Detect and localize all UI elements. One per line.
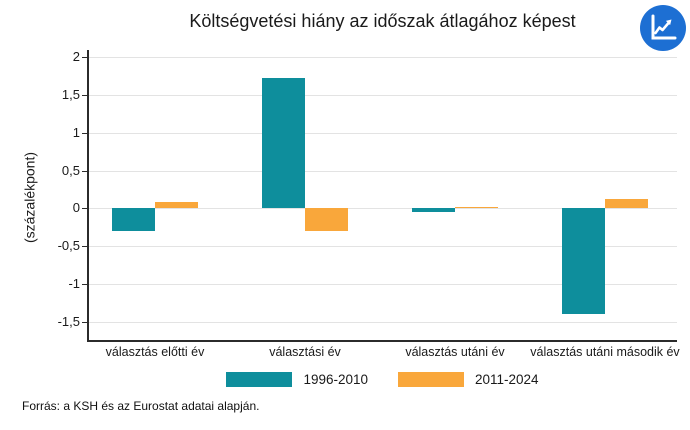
bar-1996-2010-cat1 [112,208,155,232]
y-tick-mark [82,57,88,58]
gridline [88,246,677,248]
legend-swatch [226,371,293,387]
y-tick-label: -1 [68,276,80,291]
x-axis-line [87,340,677,342]
y-tick-mark [82,94,88,96]
y-tick-label: 2 [72,49,80,64]
chart-title: Költségvetési hiány az időszak átlagához… [189,11,576,31]
x-category-label: választás utáni második év [530,345,680,359]
y-tick-label: 1 [72,124,80,140]
gridline [88,170,677,172]
y-tick-label: -1,5 [57,313,80,329]
y-tick-label: 0,5 [61,162,80,178]
logo-badge [636,0,690,58]
y-tick-mark [82,246,88,248]
x-category-label: választási év [269,345,341,359]
gridline [88,57,677,58]
x-category-label: választás utáni év [405,345,505,359]
y-tick-label: -0,5 [57,238,80,254]
y-axis-label: (százalékpont) [21,151,38,244]
legend-item: 2011-2024 [398,371,539,387]
bar-1996-2010-cat2 [262,78,305,209]
legend-item: 1996-2010 [226,371,368,387]
gridline [88,284,677,285]
bar-2011-2024-cat4 [605,198,648,209]
legend-swatch [398,371,464,387]
gridline [88,94,677,96]
y-tick-label: 1,5 [61,86,80,102]
y-tick-mark [82,132,88,134]
legend-label: 1996-2010 [303,371,368,387]
gridline [88,321,677,323]
bar-1996-2010-cat4 [562,208,605,315]
y-tick-label: 0 [72,200,80,216]
gridline [88,208,677,210]
bar-2011-2024-cat1 [155,201,198,209]
y-axis-line [87,50,89,341]
source-note: Forrás: a KSH és az Eurostat adatai alap… [22,399,260,413]
bar-1996-2010-cat3 [412,208,455,213]
gridline [88,132,677,134]
y-tick-mark [82,170,88,172]
y-tick-mark [82,321,88,323]
x-category-label: választás előtti év [105,345,205,359]
y-tick-mark [82,284,88,285]
legend: 1996-2010 2011-2024 [88,368,677,390]
y-tick-mark [82,208,88,210]
legend-label: 2011-2024 [475,371,539,387]
bar-2011-2024-cat3 [455,206,498,209]
bar-2011-2024-cat2 [305,208,348,232]
